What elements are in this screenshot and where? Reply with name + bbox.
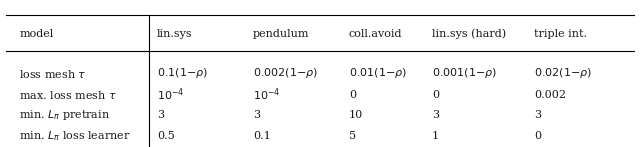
Text: min. $L_{\pi}$ pretrain: min. $L_{\pi}$ pretrain <box>19 108 110 122</box>
Text: model: model <box>19 29 54 39</box>
Text: 0: 0 <box>534 131 541 141</box>
Text: 0.1: 0.1 <box>253 131 271 141</box>
Text: $0.001(1{-}\rho)$: $0.001(1{-}\rho)$ <box>432 66 497 81</box>
Text: 0: 0 <box>432 90 439 100</box>
Text: 0.002: 0.002 <box>534 90 566 100</box>
Text: coll.avoid: coll.avoid <box>349 29 403 39</box>
Text: lin.sys (hard): lin.sys (hard) <box>432 29 506 39</box>
Text: min. $L_{\pi}$ loss learner: min. $L_{\pi}$ loss learner <box>19 129 131 143</box>
Text: loss mesh $\tau$: loss mesh $\tau$ <box>19 67 86 80</box>
Text: max. loss mesh $\tau$: max. loss mesh $\tau$ <box>19 89 117 101</box>
Text: 10: 10 <box>349 110 363 120</box>
Text: lin.sys: lin.sys <box>157 29 193 39</box>
Text: 0.5: 0.5 <box>157 131 175 141</box>
Text: $0.01(1{-}\rho)$: $0.01(1{-}\rho)$ <box>349 66 407 81</box>
Text: $10^{-4}$: $10^{-4}$ <box>157 87 184 103</box>
Text: $10^{-4}$: $10^{-4}$ <box>253 87 280 103</box>
Text: $0.002(1{-}\rho)$: $0.002(1{-}\rho)$ <box>253 66 318 81</box>
Text: pendulum: pendulum <box>253 29 309 39</box>
Text: $0.1(1{-}\rho)$: $0.1(1{-}\rho)$ <box>157 66 208 81</box>
Text: 0: 0 <box>349 90 356 100</box>
Text: triple int.: triple int. <box>534 29 588 39</box>
Text: 1: 1 <box>432 131 439 141</box>
Text: 3: 3 <box>432 110 439 120</box>
Text: 3: 3 <box>157 110 164 120</box>
Text: 3: 3 <box>534 110 541 120</box>
Text: 3: 3 <box>253 110 260 120</box>
Text: $0.02(1{-}\rho)$: $0.02(1{-}\rho)$ <box>534 66 593 81</box>
Text: 5: 5 <box>349 131 356 141</box>
